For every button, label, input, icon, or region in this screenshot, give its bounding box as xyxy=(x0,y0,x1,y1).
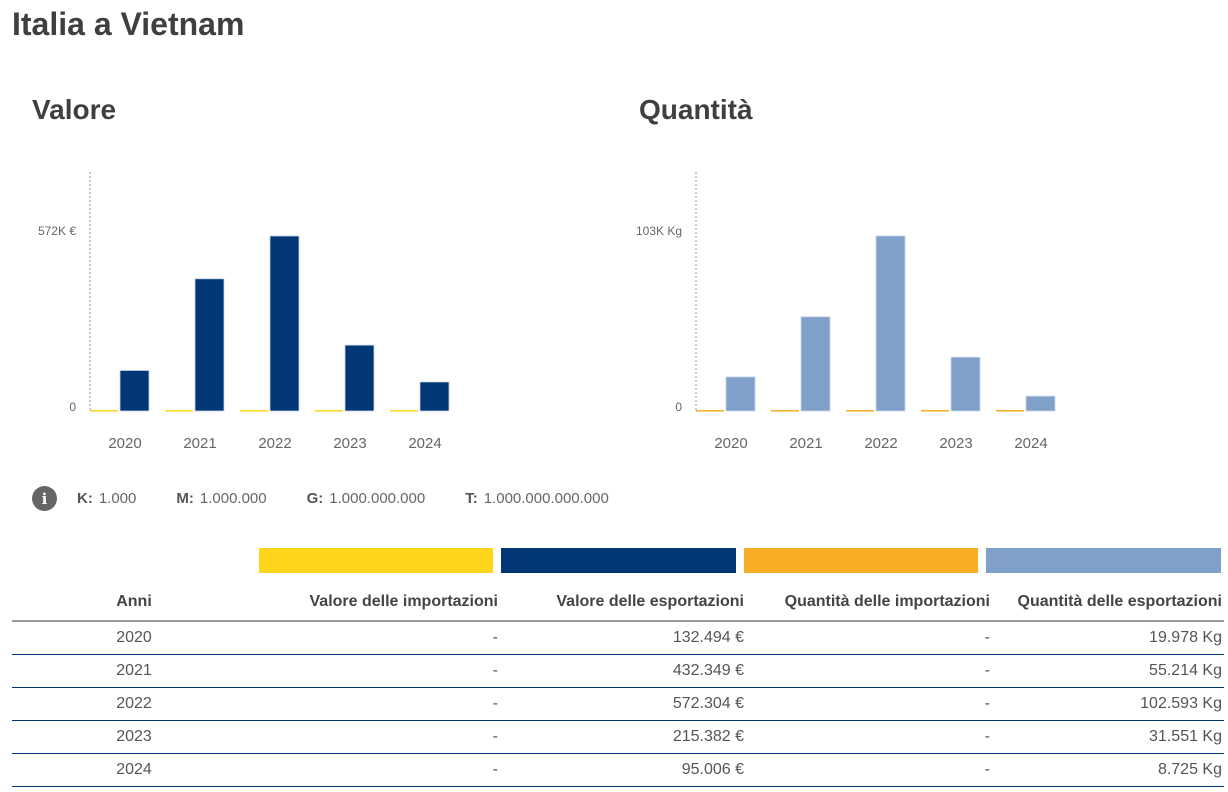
unit-value: 1.000.000.000 xyxy=(329,490,426,507)
x-tick-label: 2022 xyxy=(258,435,291,452)
cell-year: 2023 xyxy=(12,720,256,754)
cell-export-value: 572.304 € xyxy=(500,687,746,721)
chart-quantita: 0 103K Kg 2020 2021 2022 2023 2024 xyxy=(636,172,1056,452)
bar-export[interactable] xyxy=(800,316,831,412)
cell-export-value: 432.349 € xyxy=(500,654,746,688)
bar-import[interactable] xyxy=(921,410,949,412)
x-tick-label: 2023 xyxy=(333,435,366,452)
unit-value: 1.000 xyxy=(98,490,137,507)
x-tick-label: 2021 xyxy=(789,435,822,452)
cell-import-value: - xyxy=(256,621,500,655)
bar-export[interactable] xyxy=(344,344,375,412)
y-tick-label: 0 xyxy=(675,400,682,414)
bar-import[interactable] xyxy=(771,410,799,412)
y-tick-label: 103K Kg xyxy=(636,224,682,238)
x-tick-label: 2024 xyxy=(408,435,441,452)
x-tick-label: 2020 xyxy=(108,435,141,452)
table-row: 2023 - 215.382 € - 31.551 Kg xyxy=(12,720,1224,754)
cell-import-quantity: - xyxy=(746,753,992,787)
cell-import-value: - xyxy=(256,687,500,721)
table-row: 2021 - 432.349 € - 55.214 Kg xyxy=(12,654,1224,688)
cell-import-value: - xyxy=(256,720,500,754)
unit-value: 1.000.000.000.000 xyxy=(483,490,609,507)
header-quantita-importazioni[interactable]: Quantità delle importazioni xyxy=(746,584,992,622)
x-tick-label: 2021 xyxy=(183,435,216,452)
bar-import[interactable] xyxy=(90,410,118,412)
bar-import[interactable] xyxy=(390,410,418,412)
cell-import-value: - xyxy=(256,753,500,787)
swatch-export-quantity xyxy=(986,548,1221,573)
bar-export[interactable] xyxy=(1025,395,1056,412)
bar-export[interactable] xyxy=(419,381,450,412)
y-tick-label: 0 xyxy=(69,400,76,414)
table-header-row: Anni Valore delle importazioni Valore de… xyxy=(12,584,1224,622)
x-tick-label: 2020 xyxy=(714,435,747,452)
unit-key: G: xyxy=(306,490,324,507)
bar-export[interactable] xyxy=(725,376,756,412)
cell-import-value: - xyxy=(256,654,500,688)
header-valore-importazioni[interactable]: Valore delle importazioni xyxy=(256,584,500,622)
cell-export-value: 132.494 € xyxy=(500,621,746,655)
cell-import-quantity: - xyxy=(746,720,992,754)
swatch-import-value xyxy=(259,548,493,573)
bar-import[interactable] xyxy=(165,410,193,412)
swatch-import-quantity xyxy=(744,548,978,573)
cell-import-quantity: - xyxy=(746,654,992,688)
bar-export[interactable] xyxy=(950,356,981,412)
chart-title-valore: Valore xyxy=(32,94,117,125)
bar-import[interactable] xyxy=(315,410,343,412)
cell-export-quantity: 8.725 Kg xyxy=(992,753,1224,787)
bar-import[interactable] xyxy=(696,410,724,412)
y-tick-label: 572K € xyxy=(38,224,76,238)
column-color-legend xyxy=(0,548,1228,573)
unit-key: M: xyxy=(176,490,194,507)
cell-export-quantity: 102.593 Kg xyxy=(992,687,1224,721)
x-tick-label: 2023 xyxy=(939,435,972,452)
cell-year: 2021 xyxy=(12,654,256,688)
cell-year: 2022 xyxy=(12,687,256,721)
table-row: 2024 - 95.006 € - 8.725 Kg xyxy=(12,753,1224,787)
chart-title-quantita: Quantità xyxy=(639,94,753,125)
bar-export[interactable] xyxy=(194,278,225,412)
swatch-export-value xyxy=(501,548,736,573)
header-anni[interactable]: Anni xyxy=(12,584,256,622)
header-quantita-esportazioni[interactable]: Quantità delle esportazioni xyxy=(992,584,1224,622)
cell-import-quantity: - xyxy=(746,621,992,655)
unit-item-t: T: 1.000.000.000.000 xyxy=(465,490,609,507)
cell-year: 2020 xyxy=(12,621,256,655)
unit-value: 1.000.000 xyxy=(199,490,267,507)
info-icon[interactable]: i xyxy=(32,486,57,511)
cell-export-quantity: 19.978 Kg xyxy=(992,621,1224,655)
x-tick-label: 2024 xyxy=(1014,435,1047,452)
unit-key: T: xyxy=(465,490,478,507)
data-table: Anni Valore delle importazioni Valore de… xyxy=(12,584,1224,787)
cell-export-value: 95.006 € xyxy=(500,753,746,787)
cell-import-quantity: - xyxy=(746,687,992,721)
bar-export[interactable] xyxy=(119,370,150,412)
bar-import[interactable] xyxy=(996,410,1024,412)
header-valore-esportazioni[interactable]: Valore delle esportazioni xyxy=(500,584,746,622)
unit-item-g: G: 1.000.000.000 xyxy=(307,490,426,507)
bar-export[interactable] xyxy=(875,235,906,412)
cell-export-quantity: 55.214 Kg xyxy=(992,654,1224,688)
cell-year: 2024 xyxy=(12,753,256,787)
bar-import[interactable] xyxy=(846,410,874,412)
bar-export[interactable] xyxy=(269,235,300,412)
bar-import[interactable] xyxy=(240,410,268,412)
chart-valore: 0 572K € 2020 2021 2022 2023 2024 xyxy=(38,172,450,452)
cell-export-quantity: 31.551 Kg xyxy=(992,720,1224,754)
table-row: 2020 - 132.494 € - 19.978 Kg xyxy=(12,621,1224,655)
table-row: 2022 - 572.304 € - 102.593 Kg xyxy=(12,687,1224,721)
cell-export-value: 215.382 € xyxy=(500,720,746,754)
unit-key: K: xyxy=(77,490,93,507)
page-title: Italia a Vietnam xyxy=(12,6,245,42)
unit-item-k: K: 1.000 xyxy=(77,490,136,507)
unit-item-m: M: 1.000.000 xyxy=(176,490,266,507)
unit-legend: i K: 1.000 M: 1.000.000 G: 1.000.000.000… xyxy=(32,486,649,511)
x-tick-label: 2022 xyxy=(864,435,897,452)
